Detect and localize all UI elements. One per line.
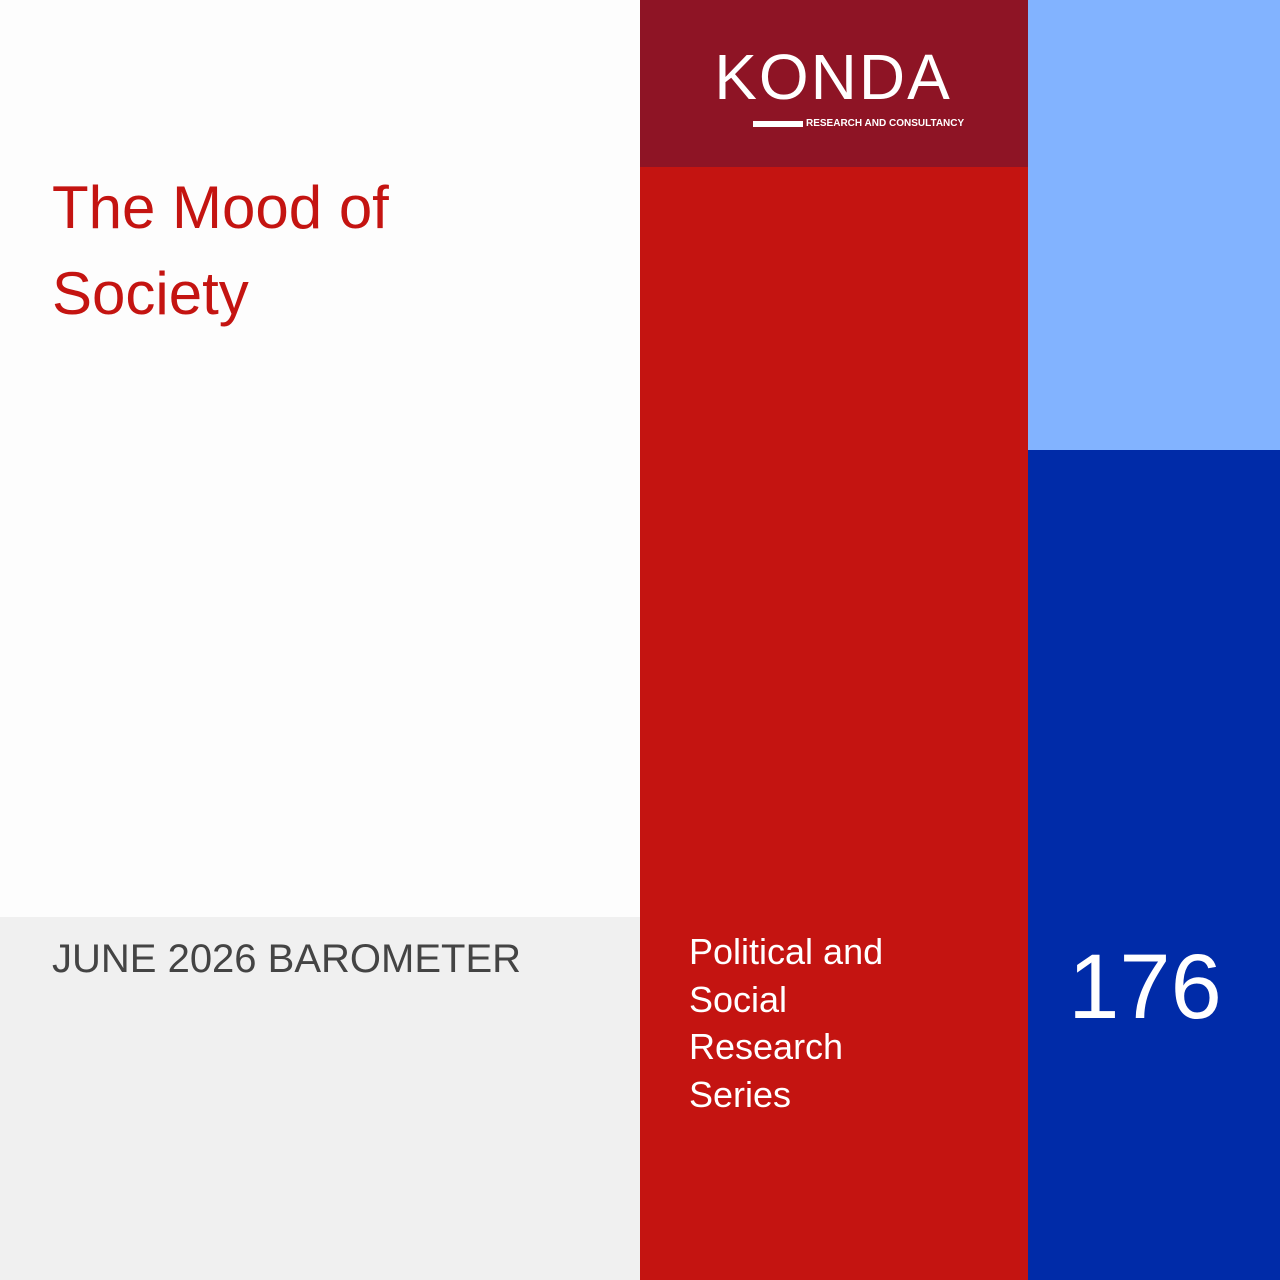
red-column xyxy=(640,0,1028,1280)
light-blue-panel xyxy=(1028,0,1280,450)
gray-panel xyxy=(0,917,640,1280)
logo-name: KONDA xyxy=(714,41,952,113)
edition: JUNE 2026 BAROMETER xyxy=(52,937,522,981)
logo-box xyxy=(640,0,1028,167)
logo-bar xyxy=(753,121,803,127)
dark-blue-panel xyxy=(1028,450,1280,1280)
white-panel xyxy=(0,0,640,917)
issue-number: 176 xyxy=(1068,936,1222,1038)
title: The Mood of Society xyxy=(52,174,389,327)
logo-tagline: RESEARCH AND CONSULTANCY xyxy=(806,118,965,129)
series: Political and Social Research Series xyxy=(689,931,884,1115)
